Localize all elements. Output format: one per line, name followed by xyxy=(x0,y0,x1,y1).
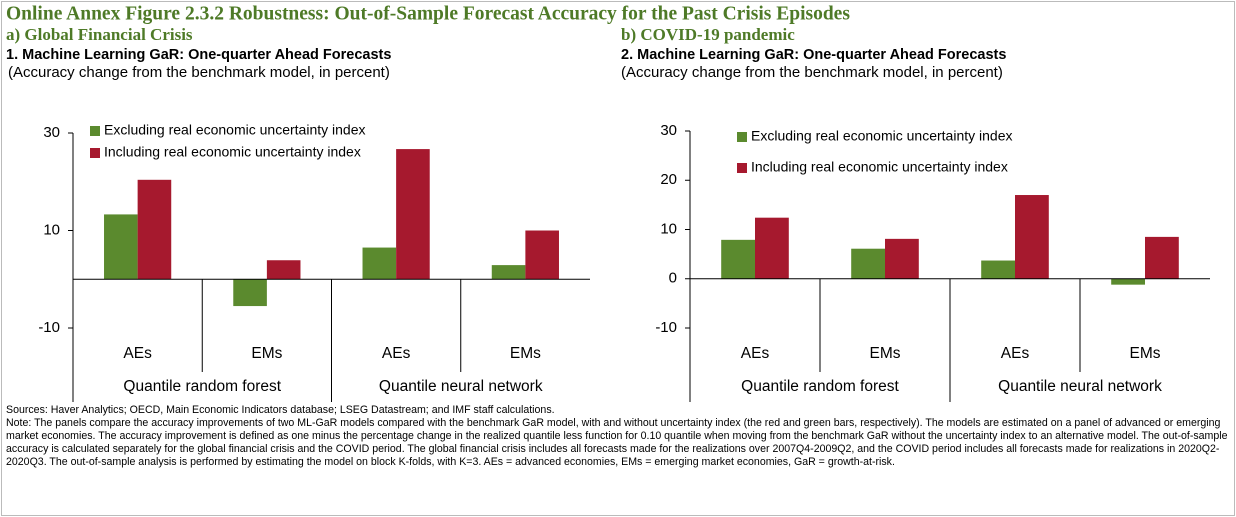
x-tick-label: EMs xyxy=(870,345,901,362)
x-tick-label: AEs xyxy=(741,345,770,362)
bar xyxy=(851,248,885,279)
x-tick-label: EMs xyxy=(1130,345,1161,362)
sources: Sources: Haver Analytics; OECD, Main Eco… xyxy=(6,404,555,416)
chart-subtitle: (Accuracy change from the benchmark mode… xyxy=(621,64,1003,81)
chart-subtitle: (Accuracy change from the benchmark mode… xyxy=(8,64,390,81)
x-tick-label: EMs xyxy=(251,345,282,362)
bar xyxy=(137,179,172,280)
y-tick-label: 0 xyxy=(669,270,677,287)
legend-swatch xyxy=(737,132,747,142)
y-tick-label: 10 xyxy=(660,220,677,237)
bar xyxy=(233,279,267,307)
y-tick-label: 10 xyxy=(43,221,60,238)
bar xyxy=(1145,236,1179,279)
y-tick-label: 30 xyxy=(43,124,60,141)
x-tick-label: AEs xyxy=(382,345,411,362)
bar xyxy=(885,238,919,279)
x-tick-label: AEs xyxy=(1001,345,1030,362)
x-tick-label: EMs xyxy=(510,345,541,362)
bar xyxy=(396,149,430,280)
notes: Sources: Haver Analytics; OECD, Main Eco… xyxy=(6,404,1228,469)
panel-label: b) COVID-19 pandemic xyxy=(621,25,795,44)
panel-label: a) Global Financial Crisis xyxy=(6,25,193,44)
bar xyxy=(755,217,789,279)
group-label: Quantile random forest xyxy=(123,378,281,395)
bar xyxy=(104,214,138,280)
y-tick-label: 30 xyxy=(660,122,677,139)
note: Note: The panels compare the accuracy im… xyxy=(6,417,1228,468)
figure: Online Annex Figure 2.3.2 Robustness: Ou… xyxy=(6,3,1210,402)
legend-swatch xyxy=(737,163,747,173)
bar xyxy=(981,260,1015,279)
bar xyxy=(362,247,397,280)
legend-label: Including real economic uncertainty inde… xyxy=(751,159,1008,175)
bar xyxy=(266,260,301,280)
legend-label: Excluding real economic uncertainty inde… xyxy=(751,128,1012,144)
legend-label: Including real economic uncertainty inde… xyxy=(104,144,361,160)
y-tick-label: -10 xyxy=(38,319,60,336)
legend-label: Excluding real economic uncertainty inde… xyxy=(104,122,365,138)
figure-title: Online Annex Figure 2.3.2 Robustness: Ou… xyxy=(6,3,850,24)
bar xyxy=(525,230,559,280)
bar xyxy=(491,265,526,280)
y-tick-label: -10 xyxy=(655,319,677,336)
bar xyxy=(1111,278,1145,285)
group-label: Quantile neural network xyxy=(998,378,1162,395)
bar xyxy=(1015,195,1049,279)
chart-title: 2. Machine Learning GaR: One-quarter Ahe… xyxy=(621,47,1006,63)
legend-swatch xyxy=(90,126,100,136)
chart-title: 1. Machine Learning GaR: One-quarter Ahe… xyxy=(6,47,391,63)
group-label: Quantile random forest xyxy=(741,378,899,395)
legend-swatch xyxy=(90,148,100,158)
y-tick-label: 20 xyxy=(660,171,677,188)
bar xyxy=(721,239,755,279)
x-tick-label: AEs xyxy=(123,345,152,362)
group-label: Quantile neural network xyxy=(379,378,543,395)
